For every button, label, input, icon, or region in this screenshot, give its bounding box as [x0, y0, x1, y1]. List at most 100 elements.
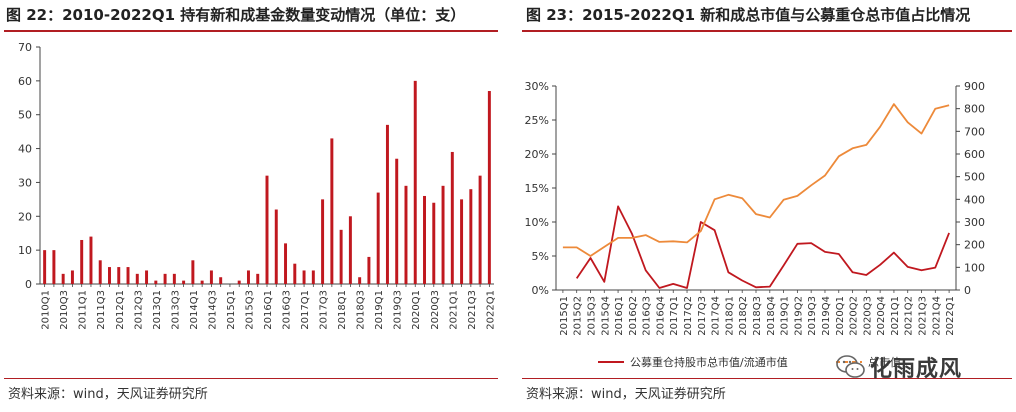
left-bar: [376, 192, 380, 284]
right-right-tick-label: 400: [964, 193, 985, 206]
left-x-tick-label: 2014Q3: [207, 290, 218, 330]
left-x-tick-label: 2013Q3: [170, 290, 181, 330]
right-x-tick-label: 2018Q1: [724, 296, 735, 336]
left-bar: [246, 270, 250, 284]
left-bar: [265, 175, 269, 284]
right-source-note: 资料来源：wind，天风证券研究所: [526, 387, 726, 402]
left-y-tick-label: 20: [18, 210, 32, 223]
right-title-rule: [522, 30, 1012, 32]
right-x-tick-label: 2015Q3: [586, 296, 597, 336]
right-x-tick-label: 2018Q3: [752, 296, 763, 336]
right-x-tick-label: 2022Q1: [945, 296, 956, 336]
left-bar: [256, 273, 260, 284]
left-y-tick-label: 0: [25, 278, 32, 291]
right-left-tick-label: 15%: [525, 182, 549, 195]
left-bar: [52, 250, 56, 284]
right-x-tick-label: 2019Q2: [793, 296, 804, 336]
left-bar: [284, 243, 288, 284]
left-bar: [145, 270, 149, 284]
left-bar: [163, 273, 167, 284]
right-x-tick-label: 2016Q1: [614, 296, 625, 336]
left-bar: [80, 239, 84, 284]
wechat-watermark: 化雨成风: [836, 352, 962, 382]
left-bar: [302, 270, 306, 284]
right-right-tick-label: 100: [964, 261, 985, 274]
left-bar: [385, 124, 389, 284]
left-bar: [441, 185, 445, 284]
left-x-tick-label: 2014Q1: [189, 290, 200, 330]
left-bar: [469, 189, 473, 284]
right-x-tick-label: 2015Q1: [559, 296, 570, 336]
left-x-tick-label: 2013Q1: [152, 290, 163, 330]
right-left-tick-label: 0%: [532, 284, 549, 297]
right-x-tick-label: 2016Q4: [655, 296, 666, 336]
left-footer-rule: [4, 378, 498, 379]
right-x-tick-label: 2021Q3: [918, 296, 929, 336]
left-bar: [70, 270, 74, 284]
left-chart-title: 图 22：2010-2022Q1 持有新和成基金数量变动情况（单位：支）: [6, 6, 466, 24]
right-x-tick-label: 2017Q3: [697, 296, 708, 336]
left-title-rule: [4, 30, 498, 32]
left-x-tick-label: 2021Q3: [467, 290, 478, 330]
right-right-tick-label: 900: [964, 80, 985, 93]
right-x-tick-label: 2016Q2: [628, 296, 639, 336]
left-source-note: 资料来源：wind，天风证券研究所: [8, 387, 208, 402]
left-bar: [432, 202, 436, 284]
right-right-tick-label: 500: [964, 171, 985, 184]
right-x-tick-label: 2016Q3: [642, 296, 653, 336]
wechat-icon: [836, 355, 865, 378]
right-right-tick-label: 800: [964, 103, 985, 116]
left-y-tick-label: 30: [18, 176, 32, 189]
left-x-tick-label: 2012Q3: [133, 290, 144, 330]
left-x-tick-label: 2017Q3: [319, 290, 330, 330]
left-x-tick-label: 2010Q3: [59, 290, 70, 330]
right-right-tick-label: 600: [964, 148, 985, 161]
left-bar: [182, 280, 186, 284]
right-x-tick-label: 2015Q4: [600, 296, 611, 336]
left-bar: [98, 260, 102, 284]
right-right-tick-label: 0: [964, 284, 971, 297]
right-x-tick-label: 2021Q4: [931, 296, 942, 336]
right-x-tick-label: 2021Q1: [890, 296, 901, 336]
right-x-tick-label: 2017Q1: [669, 296, 680, 336]
right-x-tick-label: 2020Q2: [849, 296, 860, 336]
left-bar: [367, 256, 371, 284]
left-x-tick-label: 2010Q1: [41, 290, 52, 330]
left-x-tick-label: 2019Q1: [374, 290, 385, 330]
right-x-tick-label: 2018Q4: [766, 296, 777, 336]
left-bar: [135, 273, 139, 284]
left-x-tick-label: 2012Q1: [115, 290, 126, 330]
right-left-tick-label: 30%: [525, 80, 549, 93]
left-y-tick-label: 10: [18, 244, 32, 257]
left-x-tick-label: 2020Q1: [411, 290, 422, 330]
left-y-tick-label: 40: [18, 143, 32, 156]
right-x-tick-label: 2017Q4: [711, 296, 722, 336]
legend-label-ratio: 公募重仓持股市总市值/流通市值: [630, 355, 788, 369]
right-left-tick-label: 10%: [525, 216, 549, 229]
left-bar: [274, 209, 278, 284]
left-bar: [172, 273, 176, 284]
left-bar: [43, 250, 47, 284]
left-bar: [478, 175, 482, 284]
left-bar: [237, 280, 241, 284]
left-bar: [89, 236, 93, 284]
left-x-tick-label: 2018Q3: [356, 290, 367, 330]
left-x-tick-label: 2019Q3: [393, 290, 404, 330]
series-line-ratio: [575, 205, 950, 289]
right-x-tick-label: 2019Q4: [821, 296, 832, 336]
left-bar: [450, 151, 454, 284]
right-right-tick-label: 300: [964, 216, 985, 229]
left-bar: [395, 158, 399, 284]
left-x-tick-label: 2020Q3: [430, 290, 441, 330]
left-bar: [154, 280, 158, 284]
legend-label-market-cap: 总市值: [868, 355, 901, 369]
right-right-tick-label: 200: [964, 239, 985, 252]
right-x-tick-label: 2019Q1: [780, 296, 791, 336]
left-bar: [423, 195, 426, 284]
left-x-tick-label: 2015Q1: [226, 290, 237, 330]
left-bar: [321, 199, 325, 284]
left-x-tick-label: 2021Q1: [448, 290, 459, 330]
right-left-tick-label: 5%: [532, 250, 549, 263]
left-bar: [330, 138, 334, 284]
left-bar-chart: 0 10 20 30 40 50 60 70 2010Q1 2010Q3 2011Q1 2011Q3 2…: [18, 41, 496, 330]
